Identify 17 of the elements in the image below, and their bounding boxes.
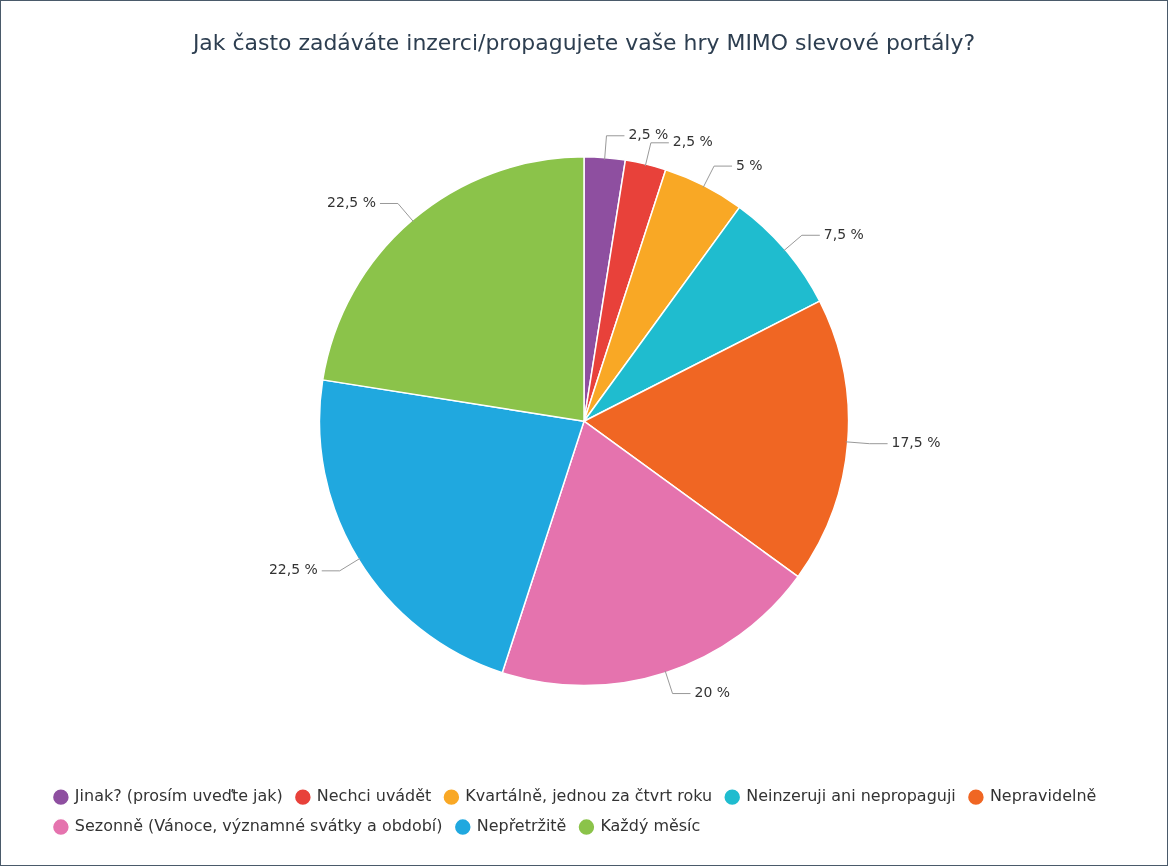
data-label: 2,5 % xyxy=(628,126,669,143)
data-label: 2,5 % xyxy=(672,133,713,150)
data-label: 22,5 % xyxy=(327,194,376,211)
legend-label: Kvartálně, jednou za čtvrt roku xyxy=(465,786,713,806)
data-label: 22,5 % xyxy=(268,561,318,578)
data-label: 20 % xyxy=(694,684,731,701)
legend-label: Každý měsíc xyxy=(600,816,701,836)
legend-label: Sezonně (Vánoce, významné svátky a období) xyxy=(74,816,443,836)
data-label: 17,5 % xyxy=(891,434,941,451)
legend-label: Nechci uvádět xyxy=(316,786,432,806)
legend-label: Nepřetržitě xyxy=(476,816,567,836)
legend-label: Nepravidelně xyxy=(989,786,1097,806)
legend-label: Neinzeruji ani nepropaguji xyxy=(746,786,956,806)
data-label: 7,5 % xyxy=(823,225,864,242)
chart-title: Jak často zadáváte inzerci/propagujete vaše hry MIMO slevové portály? xyxy=(190,29,976,55)
data-label: 5 % xyxy=(736,156,763,173)
legend-label: Jinak? (prosím uveďte jak) xyxy=(73,786,283,806)
